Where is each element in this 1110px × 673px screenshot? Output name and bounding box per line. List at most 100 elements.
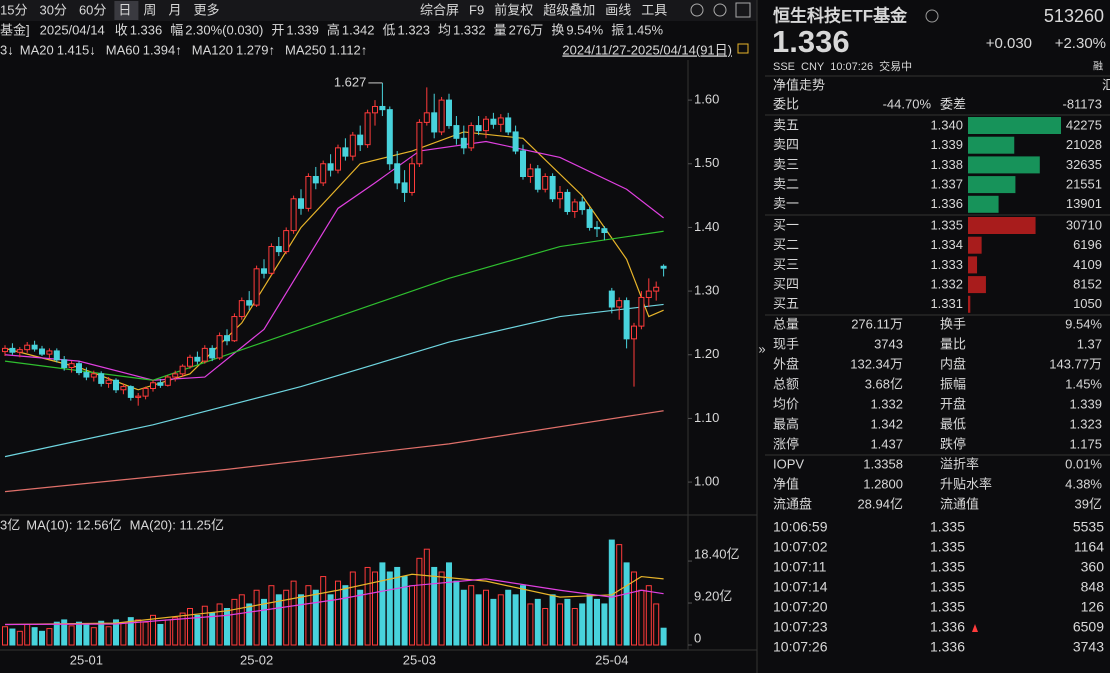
candle-body	[90, 373, 97, 378]
book-level: 卖五	[773, 117, 799, 132]
clock-icon[interactable]	[690, 3, 704, 17]
volume-bar	[135, 619, 142, 646]
candle-body	[53, 350, 60, 361]
trade-volume: 126	[1081, 599, 1105, 615]
candle-body	[298, 198, 304, 209]
candle-body	[46, 350, 53, 355]
tool-button[interactable]: 画线	[605, 2, 631, 17]
volume-bar	[312, 589, 319, 646]
info-value: 1.336	[130, 22, 163, 37]
candle-body	[320, 163, 327, 184]
book-level: 买三	[773, 257, 799, 272]
candle-body	[9, 347, 16, 353]
collapse-button[interactable]: »	[758, 341, 765, 356]
info-value: 9.54%	[566, 22, 603, 37]
book-volume: 42275	[1066, 117, 1102, 132]
volume-bar	[98, 620, 105, 646]
info-value: 1.332	[453, 22, 486, 37]
volume-bar	[68, 625, 75, 646]
volume-bar	[224, 608, 230, 646]
volume-bar	[653, 603, 660, 646]
y-tick-label: 0	[694, 630, 701, 645]
y-tick-label: 1.10	[694, 410, 719, 425]
stat-label: 流通值	[940, 496, 979, 511]
candle-body	[379, 105, 386, 111]
volume-bar	[83, 623, 90, 646]
info-label: 量	[494, 22, 507, 37]
ratio-label: 委比	[773, 96, 799, 111]
info-icon[interactable]	[925, 9, 939, 23]
period-tab[interactable]: 60分	[79, 2, 106, 17]
meta: 10:07:26	[830, 61, 873, 73]
volume-bar	[105, 626, 112, 646]
candle-body	[616, 300, 623, 308]
book-bar	[968, 295, 971, 313]
tool-button[interactable]: 超级叠加	[543, 2, 595, 17]
candle-body	[135, 395, 142, 398]
stat-value: 3.68亿	[865, 376, 903, 391]
stat-label: 现手	[773, 336, 799, 351]
y-tick-label: 1.40	[694, 219, 719, 234]
candle-body	[505, 117, 512, 133]
period-tab[interactable]: 日	[118, 2, 131, 17]
candle-body	[349, 134, 356, 157]
tab[interactable]: 净值走势	[773, 77, 825, 92]
book-level: 卖二	[773, 177, 799, 192]
lock-icon[interactable]	[737, 43, 749, 54]
trade-volume: 3743	[1073, 639, 1104, 655]
period-tab[interactable]: 周	[143, 2, 156, 17]
vol-ma-line	[4, 578, 664, 626]
volume-bar	[305, 585, 312, 646]
help-icon[interactable]	[713, 3, 727, 17]
period-tab[interactable]: 30分	[39, 2, 66, 17]
active-period	[114, 1, 139, 20]
volume-bar	[9, 628, 16, 646]
ratio-value: -44.70%	[883, 96, 932, 111]
period-tab[interactable]: 月	[168, 2, 181, 17]
candle-body	[490, 118, 497, 125]
info-label: 开	[271, 22, 284, 37]
tool-button[interactable]: 前复权	[494, 2, 533, 17]
meta: CNY	[801, 61, 825, 73]
tool-button[interactable]: 工具	[641, 2, 667, 17]
candle-body	[16, 349, 23, 353]
candle-body	[542, 176, 549, 190]
volume-bar	[113, 619, 119, 646]
volume-bar	[379, 562, 386, 646]
volume-bar	[542, 608, 549, 646]
ma-legend: MA250	[285, 42, 326, 57]
volume-bar	[549, 594, 556, 646]
stat-label: 溢折率	[940, 456, 979, 471]
tool-button[interactable]: 综合屏	[420, 2, 459, 17]
info-value: 1.323	[397, 22, 430, 37]
period-tab[interactable]: 更多	[193, 2, 219, 17]
candle-body	[105, 379, 112, 384]
candle-body	[475, 125, 482, 132]
wp-icon[interactable]	[735, 2, 751, 18]
y-tick-label: 1.60	[694, 92, 719, 107]
candle-body	[150, 382, 156, 389]
volume-bar	[335, 580, 341, 646]
candle-body	[246, 300, 253, 306]
book-price: 1.340	[930, 117, 963, 132]
ma-legend-value: 1.112↑	[329, 42, 367, 57]
candle-body	[312, 176, 319, 184]
tool-button[interactable]: F9	[469, 2, 484, 17]
volume-bar	[579, 603, 586, 646]
volume-bar	[327, 594, 334, 646]
volume-bar	[571, 608, 578, 646]
info-value: 1.45%	[626, 22, 663, 37]
candle-body	[238, 300, 245, 318]
candle-body	[460, 137, 467, 149]
volume-bar	[416, 557, 423, 646]
info-label: 换	[551, 22, 564, 37]
trade-price: 1.335	[930, 559, 965, 575]
candle-body	[653, 286, 660, 292]
volume-bar	[490, 598, 497, 646]
candle-body	[601, 228, 608, 234]
volume-bar	[46, 628, 53, 646]
period-tab[interactable]: 15分	[0, 2, 27, 17]
trade-price: 1.335	[930, 579, 965, 595]
book-volume: 8152	[1073, 277, 1102, 292]
ma-legend: MA60	[106, 42, 140, 57]
